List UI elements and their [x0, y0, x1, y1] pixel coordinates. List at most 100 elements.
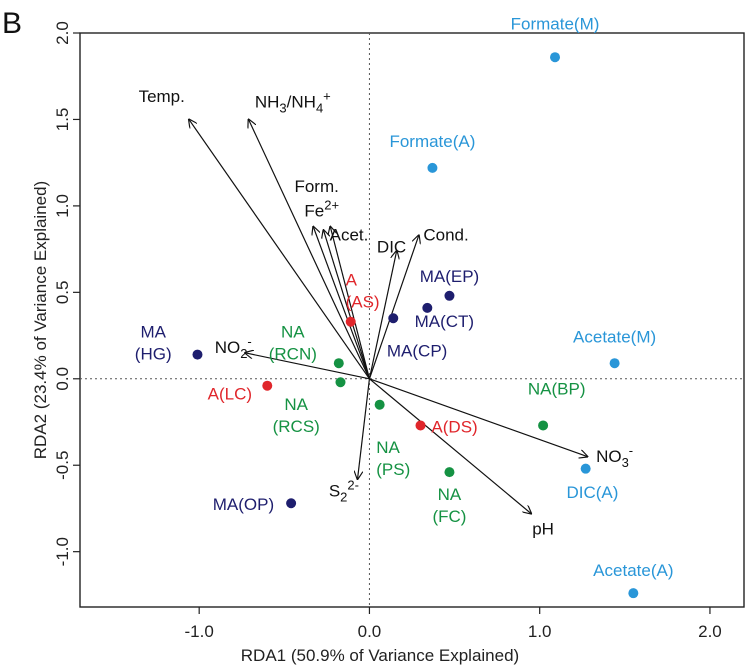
vector-no2-: NO2-: [215, 334, 370, 380]
y-tick-label: -0.5: [53, 451, 72, 480]
vector-label: Cond.: [423, 225, 468, 244]
site-label: Acetate(A): [593, 561, 673, 580]
vector-no3-: NO3-: [369, 378, 633, 470]
y-tick-label: 0.0: [53, 367, 72, 391]
vector-label: Acet.: [330, 225, 369, 244]
site-label: NA: [284, 395, 308, 414]
site-label: Formate(A): [389, 132, 475, 151]
site-ma-op-: MA(OP): [213, 495, 297, 514]
site-point: [609, 358, 620, 369]
site-point: [422, 302, 433, 313]
vector-label: Form.: [294, 177, 338, 196]
x-tick-label: -1.0: [185, 622, 214, 641]
site-point: [628, 588, 639, 599]
site-point: [333, 358, 344, 369]
site-na-bp-: NA(BP): [528, 379, 586, 431]
vector-dic: DIC: [368, 238, 406, 379]
site-point: [415, 420, 426, 431]
site-label: MA(CT): [415, 312, 474, 331]
site-point: [262, 380, 273, 391]
site-label: (RCS): [273, 417, 320, 436]
site-label: DIC(A): [566, 483, 618, 502]
vector-acet-: Acet.: [330, 225, 371, 379]
y-axis-label: RDA2 (23.4% of Variance Explained): [31, 181, 50, 459]
site-points: Formate(M) Formate(A) Acetate(M) DIC(A) Acet…: [135, 15, 673, 599]
y-tick-label: 0.5: [53, 281, 72, 305]
site-acetate-a-: Acetate(A): [593, 561, 673, 599]
site-na-rcn-: NA (RCN): [269, 322, 344, 369]
site-label: (FC): [432, 507, 466, 526]
vector-label: NH3/NH4+: [255, 88, 331, 115]
vector-arrow: [369, 378, 587, 457]
vector-label: Fe2+: [304, 197, 339, 220]
site-label: (AS): [346, 292, 380, 311]
site-label: (PS): [376, 460, 410, 479]
site-point: [335, 377, 346, 388]
site-point: [345, 316, 356, 327]
x-tick-label: 1.0: [528, 622, 552, 641]
site-formate-a-: Formate(A): [389, 132, 475, 173]
y-tick-label: 2.0: [53, 21, 72, 45]
site-a-lc-: A(LC): [208, 380, 273, 404]
site-a-as-: A (AS): [345, 270, 380, 327]
vector-label: pH: [532, 519, 554, 538]
vector-label: Temp.: [139, 87, 185, 106]
site-na-fc-: NA (FC): [432, 467, 466, 526]
vector-ph: pH: [369, 378, 554, 538]
site-point: [388, 313, 399, 324]
y-tick-label: 1.0: [53, 194, 72, 218]
vector-arrow: [189, 119, 370, 380]
site-label: (HG): [135, 344, 172, 363]
vector-arrow: [358, 378, 371, 479]
site-a-ds-: A(DS): [415, 417, 478, 436]
site-point: [444, 290, 455, 301]
vector-nh3-nh4-: NH3/NH4+: [249, 88, 370, 380]
vector-arrow: [368, 235, 418, 379]
x-tick-label: 2.0: [698, 622, 722, 641]
site-label: MA: [140, 322, 166, 341]
site-label: A(DS): [431, 417, 477, 436]
site-point: [427, 162, 438, 173]
vector-label: NO3-: [596, 443, 633, 470]
vector-arrow: [368, 251, 396, 379]
y-tick-label: 1.5: [53, 108, 72, 132]
site-na-ps-: NA (PS): [374, 399, 410, 479]
environmental-vectors: Temp. NH3/NH4+ Form.Fe2+ Acet. DIC Cond. NO2- N…: [139, 87, 634, 538]
site-label: MA(OP): [213, 495, 274, 514]
x-tick-label: 0.0: [358, 622, 382, 641]
vector-form-: Form.: [294, 177, 370, 379]
vector-cond-: Cond.: [368, 225, 469, 379]
site-label: Formate(M): [511, 15, 600, 34]
site-point: [374, 399, 385, 410]
vector-s22-: S22-: [329, 378, 371, 504]
site-point: [286, 498, 297, 509]
site-dic-a-: DIC(A): [566, 463, 618, 502]
vector-fe2-: Fe2+: [304, 197, 371, 379]
vector-arrow: [249, 119, 370, 380]
x-axis-label: RDA1 (50.9% of Variance Explained): [241, 646, 519, 665]
site-label: Acetate(M): [573, 327, 656, 346]
site-ma-cp-: MA(CP): [387, 313, 447, 360]
vector-arrow: [330, 227, 371, 379]
vector-label: NO2-: [215, 334, 252, 361]
site-label: MA(EP): [420, 267, 480, 286]
site-point: [192, 349, 203, 360]
vector-label: DIC: [377, 238, 406, 257]
site-point: [550, 52, 561, 63]
site-point: [538, 420, 549, 431]
site-label: NA: [281, 322, 305, 341]
site-ma-ep-: MA(EP): [420, 267, 480, 301]
site-acetate-m-: Acetate(M): [573, 327, 656, 369]
vector-label: S22-: [329, 477, 359, 504]
vector-temp-: Temp.: [139, 87, 370, 380]
site-label: NA: [376, 438, 400, 457]
site-ma-ct-: MA(CT): [415, 302, 474, 331]
site-point: [444, 467, 455, 478]
site-point: [580, 463, 591, 474]
panel-label: B: [2, 7, 22, 40]
site-label: (RCN): [269, 344, 317, 363]
site-label: A(LC): [208, 385, 252, 404]
site-label: NA(BP): [528, 379, 586, 398]
site-formate-m-: Formate(M): [511, 15, 600, 63]
